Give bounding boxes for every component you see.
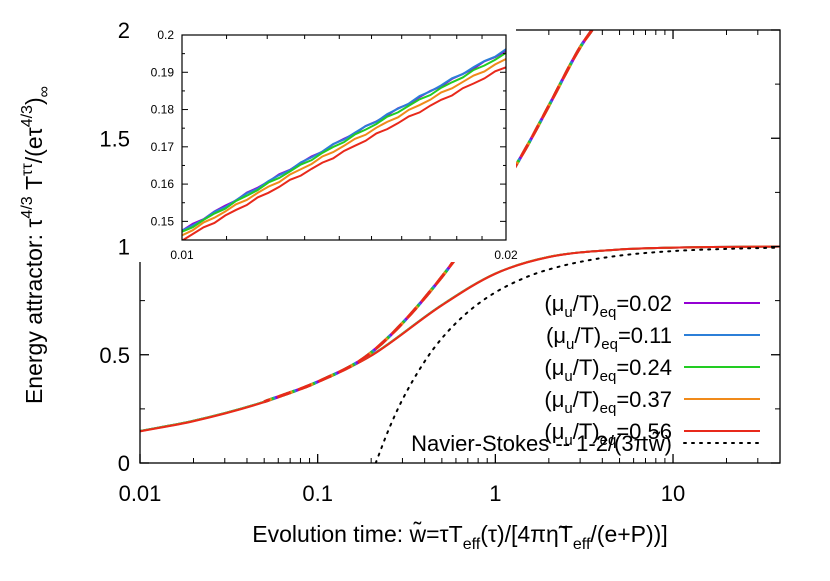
y-axis-label-superscript: ττ: [19, 163, 36, 176]
legend-text: (μ: [546, 323, 566, 348]
y-tick-label: 1.5: [99, 126, 130, 151]
legend-text: (μ: [544, 419, 564, 444]
axis-labels: Evolution time: w̃=τTeff(τ)/[4πη̃Teff/(e…: [19, 86, 668, 553]
x-axis-label: Evolution time: w̃=τTeff(τ)/[4πη̃Teff/(e…: [252, 521, 667, 553]
legend-subscript: eq: [600, 432, 617, 449]
inset-x-tick-label: 0.02: [494, 248, 518, 262]
legend-subscript: u: [564, 304, 572, 321]
inset-y-tick-label: 0.19: [151, 65, 175, 79]
x-tick-label: 0.1: [302, 481, 333, 506]
legend-subscript: u: [564, 400, 572, 417]
inset-y-tick-label: 0.17: [151, 140, 175, 154]
y-axis-label: Energy attractor: τ4/3 Tττ/(eτ4/3)∞: [19, 86, 53, 404]
y-axis-label-part: T: [21, 176, 47, 196]
x-tick-label: 1: [489, 481, 501, 506]
legend-text: (μ: [544, 355, 564, 380]
x-axis-label-part: Evolution time: w̃=τT: [252, 521, 462, 547]
x-tick-label: 0.01: [119, 481, 162, 506]
inset-plot-area: 0.15 0.16 0.17 0.18 0.19 0.2 0.01 0.02: [134, 27, 518, 262]
legend-text: =0.11: [618, 323, 672, 348]
legend-subscript: eq: [600, 304, 617, 321]
y-tick-label: 2: [118, 18, 130, 43]
legend-subscript: u: [564, 368, 572, 385]
series-line-2: [140, 245, 780, 432]
legend-subscript: u: [564, 432, 572, 449]
series-line-3: [140, 245, 780, 433]
x-axis-label-part: (τ)/[4πη̃T: [480, 521, 573, 547]
legend-text: =0.37: [616, 387, 672, 412]
legend-label-0: (μu/T)eq=0.02: [544, 291, 672, 321]
legend-text: /T): [574, 323, 601, 348]
inset-series-line-4: [182, 66, 506, 240]
inset-y-tick-label: 0.16: [151, 177, 175, 191]
y-axis-label-part: Energy attractor: τ: [21, 219, 47, 405]
inset-x-tick-label: 0.01: [170, 248, 194, 262]
series-line-0: [140, 245, 780, 432]
inset-y-tick-label: 0.2: [157, 28, 174, 42]
inset-curves-group: [182, 48, 506, 240]
y-tick-label: 0: [118, 451, 130, 476]
inset-series-line-2: [182, 51, 506, 233]
legend-label-3: (μu/T)eq=0.37: [544, 387, 672, 417]
legend-label-navier-stokes: Navier-Stokes -- 1-2/(3πw̃): [411, 431, 672, 456]
legend-label-2: (μu/T)eq=0.24: [544, 355, 672, 385]
y-axis-label-subscript: ∞: [36, 86, 53, 97]
legend-label-1: (μu/T)eq=0.11: [546, 323, 672, 353]
legend-text: =0.24: [616, 355, 672, 380]
y-tick-label: 1: [118, 235, 130, 260]
inset-series-line-3: [182, 58, 506, 237]
legend-subscript: eq: [601, 336, 618, 353]
legend-text: /T): [573, 387, 600, 412]
x-axis-label-subscript: eff: [463, 536, 481, 553]
legend-text: /T): [573, 419, 600, 444]
legend-text: (μ: [544, 291, 564, 316]
legend-text: /T): [573, 355, 600, 380]
inset-y-tick-label: 0.18: [151, 103, 175, 117]
y-axis-label-superscript: 4/3: [19, 105, 36, 127]
series-line-4: [140, 245, 780, 433]
legend-label-4: (μu/T)eq=0.56: [544, 419, 672, 449]
y-axis-label-superscript: 4/3: [19, 196, 36, 218]
legend-text: (μ: [544, 387, 564, 412]
legend-text: /T): [573, 291, 600, 316]
legend: (μu/T)eq=0.02(μu/T)eq=0.11(μu/T)eq=0.24(…: [411, 291, 761, 456]
legend-text: =0.02: [616, 291, 672, 316]
x-tick-label: 10: [661, 481, 685, 506]
inset-frame: [181, 34, 507, 241]
legend-subscript: eq: [600, 400, 617, 417]
legend-subscript: eq: [600, 368, 617, 385]
y-axis-label-part: /(eτ: [21, 127, 47, 163]
legend-subscript: u: [566, 336, 574, 353]
navier-stokes-line: [374, 246, 780, 463]
series-line-1: [140, 245, 780, 432]
x-axis-label-subscript: eff: [573, 536, 591, 553]
y-axis-label-part: ): [21, 97, 47, 105]
y-tick-label: 0.5: [99, 343, 130, 368]
inset-y-tick-label: 0.15: [151, 214, 175, 228]
x-axis-label-part: /(e+P))]: [590, 521, 667, 547]
legend-text: =0.56: [616, 419, 672, 444]
